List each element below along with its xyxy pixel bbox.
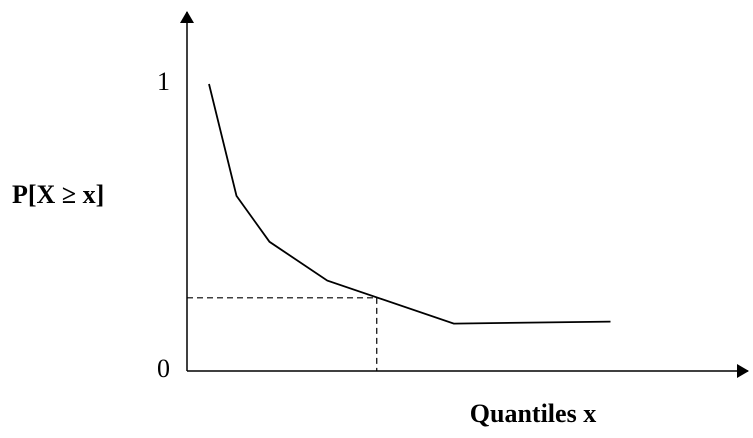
series-layer	[208, 83, 611, 325]
y-tick-label-0: 0	[157, 354, 170, 383]
y-axis-label: P[X ≥ x]	[12, 180, 104, 209]
series-line-0	[208, 83, 611, 325]
y-tick-label-1: 1	[157, 67, 170, 96]
x-axis-label: Quantiles x	[470, 399, 596, 428]
